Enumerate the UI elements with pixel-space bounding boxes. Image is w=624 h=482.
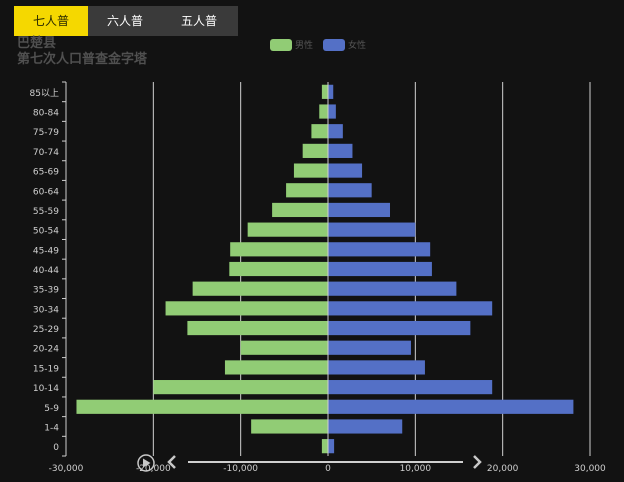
bar-female-45-49[interactable]	[328, 242, 431, 257]
y-tick-label: 15-19	[33, 364, 59, 374]
play-icon[interactable]	[137, 454, 155, 472]
y-tick-label: 1-4	[44, 423, 59, 433]
bar-male-65-69[interactable]	[293, 163, 328, 178]
bar-male-20-24[interactable]	[240, 340, 328, 355]
legend-item-male[interactable]: 男性	[270, 38, 313, 51]
y-tick-label: 60-64	[33, 187, 59, 197]
bar-female-40-44[interactable]	[328, 261, 432, 277]
bar-male-35-39[interactable]	[192, 281, 328, 296]
legend-swatch-female	[323, 38, 346, 51]
bar-female-85以上[interactable]	[328, 84, 334, 99]
legend-item-female[interactable]: 女性	[323, 38, 366, 51]
bar-male-75-79[interactable]	[311, 124, 328, 139]
bar-female-60-64[interactable]	[328, 183, 372, 198]
bar-female-75-79[interactable]	[328, 124, 343, 139]
chart-title-block: 巴楚县 第七次人口普查金字塔	[17, 36, 147, 68]
chevron-right-icon[interactable]	[473, 455, 482, 469]
bar-male-50-54[interactable]	[247, 222, 328, 237]
bar-male-45-49[interactable]	[230, 242, 328, 257]
chart-subtitle: 第七次人口普查金字塔	[17, 52, 148, 67]
chart-legend: 男性 女性	[270, 38, 366, 51]
y-tick-label: 35-39	[33, 286, 59, 296]
bar-female-15-19[interactable]	[328, 360, 425, 375]
bar-male-80-84[interactable]	[319, 104, 328, 119]
bar-male-30-34[interactable]	[165, 301, 328, 316]
bar-female-50-54[interactable]	[328, 222, 416, 237]
y-tick-label: 65-69	[33, 168, 59, 178]
x-tick-label: -20,000	[136, 464, 171, 474]
bar-male-60-64[interactable]	[286, 183, 328, 198]
y-tick-label: 45-49	[33, 246, 59, 256]
census-tabs: 七人普 六人普 五人普	[14, 6, 238, 36]
y-tick-label: 75-79	[33, 128, 59, 138]
x-tick-label: 30,000	[574, 464, 606, 474]
x-tick-label: -10,000	[223, 464, 258, 474]
y-tick-label: 5-9	[44, 404, 59, 414]
y-tick-label: 30-34	[33, 305, 59, 315]
bar-male-5-9[interactable]	[76, 399, 328, 414]
bar-male-85以上[interactable]	[321, 84, 328, 99]
y-tick-label: 55-59	[33, 207, 59, 217]
bar-male-55-59[interactable]	[272, 202, 328, 218]
y-tick-label: 20-24	[33, 345, 59, 355]
timeline-control	[137, 454, 482, 472]
x-tick-label: -30,000	[49, 464, 84, 474]
legend-swatch-male	[270, 38, 292, 51]
x-tick-label: 20,000	[487, 464, 519, 474]
bar-male-0[interactable]	[321, 439, 328, 454]
chevron-left-icon[interactable]	[167, 455, 176, 469]
bar-female-5-9[interactable]	[328, 399, 574, 414]
bar-female-65-69[interactable]	[328, 163, 363, 178]
y-tick-label: 85以上	[30, 88, 59, 99]
x-tick-label: 10,000	[400, 464, 432, 474]
bar-female-30-34[interactable]	[328, 301, 493, 316]
bar-male-1-4[interactable]	[251, 419, 328, 434]
bar-female-0[interactable]	[328, 439, 335, 454]
bar-female-70-74[interactable]	[328, 143, 353, 158]
bar-male-25-29[interactable]	[187, 320, 328, 336]
bar-female-20-24[interactable]	[328, 340, 411, 355]
y-tick-label: 25-29	[33, 325, 59, 335]
bar-male-70-74[interactable]	[302, 143, 328, 158]
chart-title: 巴楚县	[17, 36, 57, 51]
tab-census-6[interactable]: 六人普	[106, 14, 143, 28]
bar-male-10-14[interactable]	[153, 380, 328, 395]
legend-label-male: 男性	[295, 41, 314, 51]
tab-census-7[interactable]: 七人普	[14, 6, 88, 36]
x-tick-label: 0	[325, 464, 331, 474]
y-tick-label: 50-54	[33, 227, 59, 237]
y-tick-label: 70-74	[33, 148, 59, 158]
legend-label-female: 女性	[348, 41, 367, 51]
y-tick-label: 40-44	[33, 266, 59, 276]
bar-female-10-14[interactable]	[328, 380, 493, 395]
y-tick-label: 0	[53, 443, 59, 453]
bar-female-80-84[interactable]	[328, 104, 336, 119]
y-tick-label: 80-84	[33, 109, 59, 119]
tab-census-5[interactable]: 五人普	[180, 14, 217, 28]
bar-male-15-19[interactable]	[224, 360, 328, 375]
y-tick-label: 10-14	[33, 384, 59, 394]
bar-female-1-4[interactable]	[328, 419, 403, 434]
bar-female-35-39[interactable]	[328, 281, 457, 296]
bar-male-40-44[interactable]	[229, 261, 328, 277]
bar-female-55-59[interactable]	[328, 202, 391, 218]
bar-female-25-29[interactable]	[328, 320, 471, 336]
